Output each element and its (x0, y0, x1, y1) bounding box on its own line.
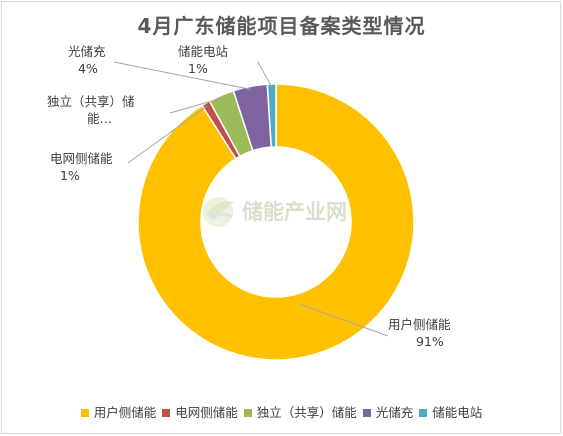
data-label-pct-4: 1% (188, 61, 208, 76)
data-label-pct-2: 能… (87, 111, 112, 126)
leader-line-1 (127, 105, 208, 164)
legend-label-4: 储能电站 (432, 405, 483, 420)
watermark-logo-icon (203, 197, 234, 227)
data-label-name-4: 储能电站 (178, 44, 228, 59)
legend-label-1: 电网侧储能 (175, 405, 238, 420)
data-label-name-3: 光储充 (68, 44, 106, 59)
legend-item-1: 电网侧储能 (162, 402, 238, 421)
legend-swatch-2 (243, 409, 252, 417)
slice-0 (137, 83, 415, 361)
legend-swatch-1 (162, 409, 171, 417)
legend-item-0: 用户侧储能 (80, 402, 157, 421)
data-label-pct-0: 91% (416, 334, 444, 349)
watermark-text: 储能产业网 (242, 200, 347, 224)
leader-line-4 (257, 61, 273, 88)
legend-label-2: 独立（共享）储能 (256, 405, 357, 420)
data-label-pct-3: 4% (78, 61, 98, 76)
legend-label-3: 光储充 (375, 405, 414, 420)
legend-item-4: 储能电站 (419, 402, 482, 421)
legend-swatch-0 (80, 409, 89, 417)
legend-swatch-4 (419, 409, 428, 417)
data-label-name-0: 用户侧储能 (388, 317, 451, 332)
chart-title: 4月广东储能项目备案类型情况 (137, 14, 426, 38)
watermark: 储能产业网 (198, 190, 358, 230)
legend-item-2: 独立（共享）储能 (243, 402, 357, 421)
legend-swatch-3 (362, 409, 371, 417)
leader-line-3 (113, 61, 251, 90)
data-label-name-2: 独立（共享）储 (47, 94, 135, 109)
data-label-pct-1: 1% (60, 168, 80, 183)
legend-label-0: 用户侧储能 (93, 405, 157, 420)
leader-line-2 (169, 97, 223, 114)
leader-line-0 (299, 303, 389, 337)
chart-legend: 用户侧储能 电网侧储能 独立（共享）储能 光储充 储能电站 (0, 402, 563, 421)
data-label-name-1: 电网侧储能 (50, 151, 113, 166)
legend-item-3: 光储充 (362, 402, 414, 421)
